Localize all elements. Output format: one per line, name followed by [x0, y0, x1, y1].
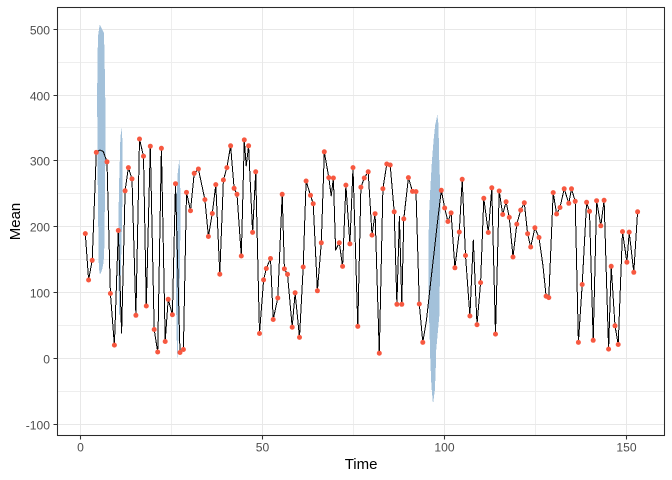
svg-text:50: 50 — [256, 440, 270, 454]
svg-text:0: 0 — [77, 440, 84, 454]
svg-text:-100: -100 — [26, 419, 50, 433]
svg-text:Mean: Mean — [7, 203, 24, 241]
svg-text:Time: Time — [345, 456, 378, 473]
svg-text:500: 500 — [30, 24, 50, 38]
svg-text:0: 0 — [43, 353, 50, 367]
svg-text:100: 100 — [434, 440, 454, 454]
svg-text:300: 300 — [30, 155, 50, 169]
svg-text:100: 100 — [30, 287, 50, 301]
svg-text:150: 150 — [616, 440, 636, 454]
svg-text:400: 400 — [30, 90, 50, 104]
svg-text:200: 200 — [30, 221, 50, 235]
